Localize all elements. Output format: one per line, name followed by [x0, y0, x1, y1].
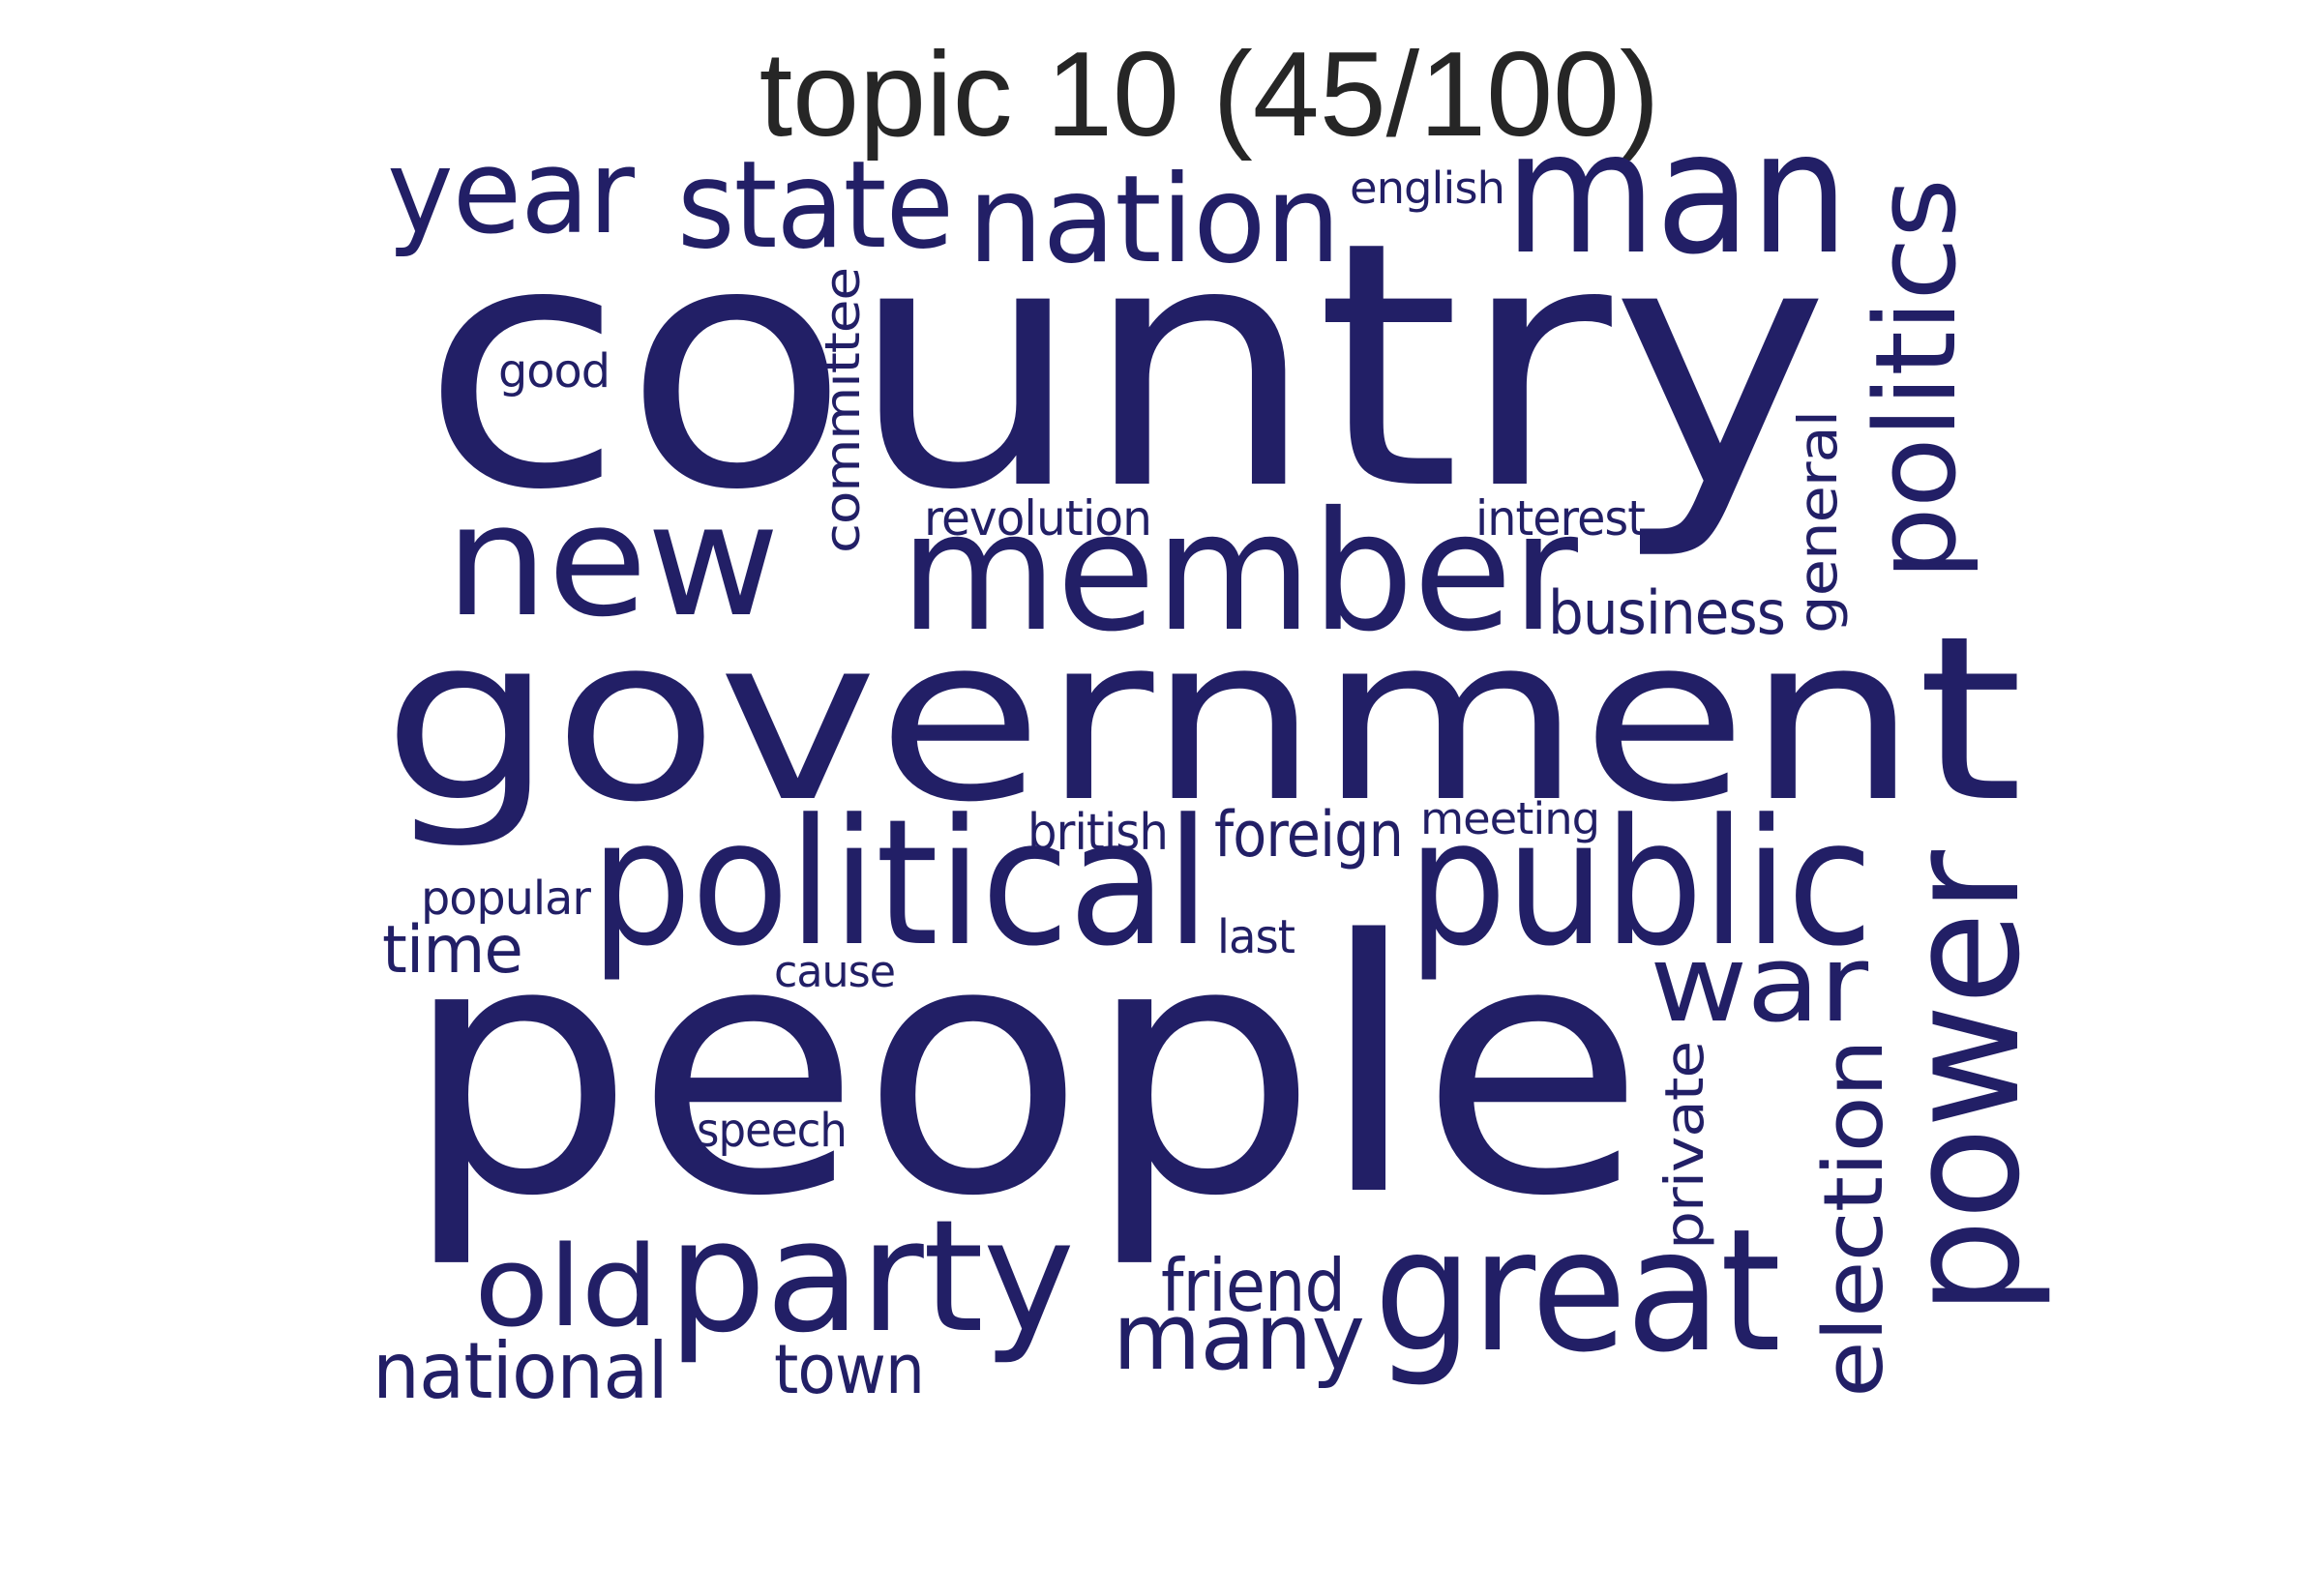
word-british: british — [1027, 804, 1168, 862]
word-great: great — [1374, 1194, 1780, 1390]
word-man: man — [1504, 96, 1848, 292]
word-state: state — [677, 135, 953, 276]
word-interest: interest — [1475, 490, 1645, 547]
figure-title: topic 10 (45/100) — [759, 28, 1660, 162]
word-last: last — [1217, 910, 1295, 964]
word-revolution: revolution — [924, 490, 1151, 547]
word-election: election — [1806, 1040, 1902, 1398]
word-government: government — [382, 588, 2022, 852]
word-popular: popular — [421, 872, 591, 926]
word-new: new — [445, 470, 779, 651]
word-private: private — [1653, 1042, 1715, 1250]
word-town: town — [774, 1330, 924, 1409]
word-committee: committee — [815, 268, 871, 553]
word-meeting: meeting — [1420, 793, 1599, 844]
word-party: party — [668, 1186, 1074, 1367]
word-old: old — [474, 1223, 658, 1352]
word-foreign: foreign — [1214, 799, 1403, 872]
word-time: time — [382, 912, 522, 989]
word-people: people — [402, 867, 1645, 1272]
word-business: business — [1548, 577, 1785, 648]
word-power: power — [1873, 850, 2054, 1315]
word-national: national — [372, 1326, 668, 1416]
word-public: public — [1408, 783, 1872, 985]
word-english: english — [1350, 163, 1504, 214]
word-general: general — [1787, 411, 1849, 634]
word-country: country — [421, 169, 1829, 564]
word-politics: politics — [1852, 179, 1981, 580]
word-member: member — [900, 477, 1578, 668]
word-many: many — [1113, 1285, 1364, 1391]
word-year: year — [387, 126, 636, 260]
word-war: war — [1650, 922, 1869, 1046]
word-speech: speech — [697, 1104, 847, 1158]
word-cause: cause — [774, 946, 895, 997]
word-nation: nation — [968, 150, 1340, 290]
word-good: good — [498, 344, 610, 399]
word-friend: friend — [1161, 1243, 1345, 1328]
word-political: political — [590, 783, 1209, 985]
word-cloud: country government people member public … — [372, 96, 2054, 1416]
